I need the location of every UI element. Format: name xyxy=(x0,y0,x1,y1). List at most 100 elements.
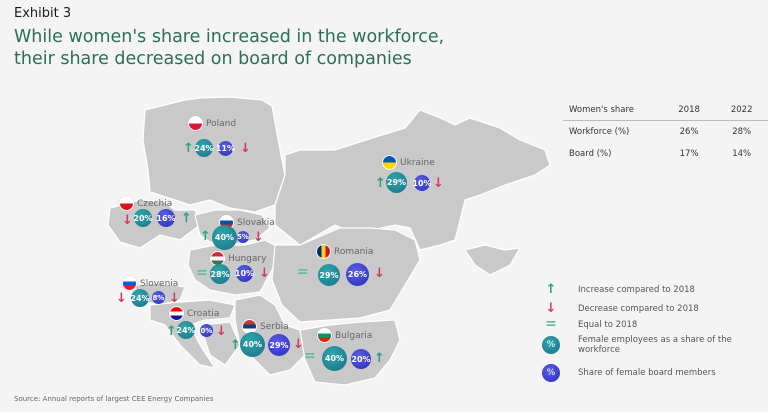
arrow-down-icon: ↓ xyxy=(545,301,557,316)
country-name: Slovakia xyxy=(237,217,275,228)
board-bubble-poland: 11% xyxy=(216,141,235,156)
country-name: Croatia xyxy=(187,308,220,319)
workforce-bubble-slovakia: 40% xyxy=(212,225,237,250)
legend-label: Female employees as a share of the workf… xyxy=(578,335,732,355)
map-ukraine xyxy=(274,109,551,251)
legend-item-board: % Share of female board members xyxy=(542,364,716,382)
board-bubble-ukraine: 10% xyxy=(412,175,432,191)
title-line-2: their share decreased on board of compan… xyxy=(14,49,412,69)
source-note: Source: Annual reports of largest CEE En… xyxy=(14,395,214,403)
table-header-row: Women's share 2018 2022 xyxy=(563,103,768,121)
country-name: Czechia xyxy=(137,198,173,209)
map-czechia xyxy=(107,199,201,249)
flag-slovenia-icon xyxy=(122,276,137,291)
country-label-ukraine: Ukraine xyxy=(382,155,435,170)
workforce-bubble-ukraine: 29% xyxy=(386,172,407,193)
board-increase-arrow-icon: ↑ xyxy=(181,211,192,226)
workforce-bubble-poland: 24% xyxy=(194,139,214,157)
board-circle-icon: % xyxy=(542,364,560,382)
board-bubble-serbia: 29% xyxy=(268,334,290,356)
workforce-equal-icon: = xyxy=(304,348,316,364)
board-bubble-slovenia: 8% xyxy=(152,291,165,304)
workforce-increase-arrow-icon: ↑ xyxy=(200,229,211,244)
legend-label: Share of female board members xyxy=(578,368,716,378)
country-name: Ukraine xyxy=(400,157,435,168)
country-label-poland: Poland xyxy=(188,116,236,131)
flag-bulgaria-icon xyxy=(317,328,332,343)
board-decrease-arrow-icon: ↓ xyxy=(240,141,251,156)
value-2018: 17% xyxy=(679,149,699,159)
workforce-equal-icon: = xyxy=(196,265,208,281)
row-label: Workforce (%) xyxy=(569,127,630,137)
legend-label: Increase compared to 2018 xyxy=(578,284,695,295)
value-2018: 26% xyxy=(679,127,699,137)
board-bubble-romania: 26% xyxy=(346,263,369,286)
workforce-circle-icon: % xyxy=(542,336,560,354)
workforce-increase-arrow-icon: ↑ xyxy=(230,338,241,353)
table-header: 2022 xyxy=(715,103,768,121)
legend-label: Equal to 2018 xyxy=(578,319,638,330)
country-name: Slovenia xyxy=(140,278,179,289)
country-label-slovenia: Slovenia xyxy=(122,276,178,291)
flag-poland-icon xyxy=(188,116,203,131)
flag-czechia-icon xyxy=(119,196,134,211)
workforce-increase-arrow-icon: ↑ xyxy=(166,324,177,339)
row-label: Board (%) xyxy=(569,149,612,159)
board-bubble-slovakia: 5% xyxy=(237,231,249,243)
legend-item-increase: ↑ Increase compared to 2018 xyxy=(540,283,695,296)
country-name: Bulgaria xyxy=(335,330,373,341)
table-row: Workforce (%) 26% 28% xyxy=(563,121,768,144)
board-bubble-hungary: 10% xyxy=(235,265,254,282)
title-line-1: While women's share increased in the wor… xyxy=(14,27,445,47)
board-bubble-czechia: 16% xyxy=(156,209,176,227)
board-decrease-arrow-icon: ↓ xyxy=(374,266,385,281)
map-crimea xyxy=(464,244,521,276)
legend-item-decrease: ↓ Decrease compared to 2018 xyxy=(540,302,699,315)
table-header: Women's share xyxy=(563,103,663,121)
board-decrease-arrow-icon: ↓ xyxy=(216,324,227,339)
workforce-increase-arrow-icon: ↑ xyxy=(183,141,194,156)
country-label-bulgaria: Bulgaria xyxy=(317,328,372,343)
country-label-croatia: Croatia xyxy=(169,306,219,321)
country-name: Romania xyxy=(334,246,374,257)
workforce-bubble-czechia: 20% xyxy=(133,209,153,227)
country-name: Hungary xyxy=(228,253,267,264)
board-decrease-arrow-icon: ↓ xyxy=(259,266,270,281)
value-2022: 14% xyxy=(732,149,752,159)
country-name: Poland xyxy=(206,118,237,129)
country-label-hungary: Hungary xyxy=(210,251,266,266)
legend-item-equal: = Equal to 2018 xyxy=(540,316,638,332)
workforce-increase-arrow-icon: ↑ xyxy=(375,176,386,191)
page-title: While women's share increased in the wor… xyxy=(14,26,444,70)
board-bubble-croatia: 0% xyxy=(200,324,213,337)
board-decrease-arrow-icon: ↓ xyxy=(169,291,180,306)
legend-item-workforce: % Female employees as a share of the wor… xyxy=(542,335,748,355)
board-decrease-arrow-icon: ↓ xyxy=(253,230,264,245)
workforce-bubble-romania: 29% xyxy=(318,264,340,286)
flag-ukraine-icon xyxy=(382,155,397,170)
board-decrease-arrow-icon: ↓ xyxy=(293,337,304,352)
value-2022: 28% xyxy=(732,127,752,137)
board-bubble-bulgaria: 20% xyxy=(351,349,371,369)
table-row: Board (%) 17% 14% xyxy=(563,143,768,165)
board-decrease-arrow-icon: ↓ xyxy=(433,176,444,191)
legend-label: Decrease compared to 2018 xyxy=(578,303,699,314)
country-label-czechia: Czechia xyxy=(119,196,172,211)
board-increase-arrow-icon: ↑ xyxy=(374,351,385,366)
workforce-bubble-hungary: 28% xyxy=(210,264,230,284)
country-name: Serbia xyxy=(260,321,289,332)
workforce-bubble-bulgaria: 40% xyxy=(322,346,347,371)
map-poland xyxy=(142,96,286,213)
summary-table: Women's share 2018 2022 Workforce (%) 26… xyxy=(563,103,768,165)
equal-icon: = xyxy=(545,316,557,332)
workforce-bubble-croatia: 24% xyxy=(176,321,196,339)
arrow-up-icon: ↑ xyxy=(545,282,557,297)
flag-romania-icon xyxy=(316,244,331,259)
workforce-equal-icon: = xyxy=(297,264,309,280)
flag-croatia-icon xyxy=(169,306,184,321)
country-label-romania: Romania xyxy=(316,244,373,259)
workforce-decrease-arrow-icon: ↓ xyxy=(122,213,133,228)
table-header: 2018 xyxy=(662,103,716,121)
workforce-decrease-arrow-icon: ↓ xyxy=(116,291,127,306)
workforce-bubble-serbia: 40% xyxy=(240,332,265,357)
